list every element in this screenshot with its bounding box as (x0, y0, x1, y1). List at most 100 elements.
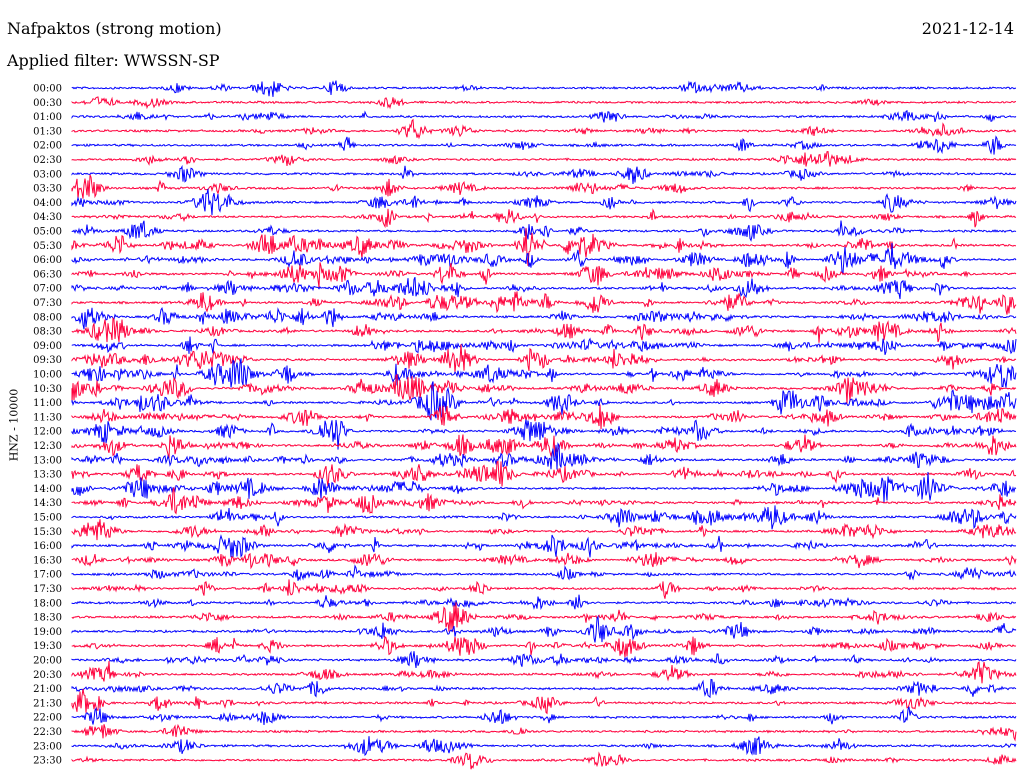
row-time-label: 12:30 (33, 441, 62, 452)
row-time-label: 20:00 (33, 656, 62, 667)
row-time-label: 03:00 (33, 169, 62, 180)
seismic-trace (71, 80, 1017, 97)
seismic-trace (71, 441, 1017, 470)
date-label: 2021-12-14 (921, 19, 1014, 38)
row-time-label: 16:30 (33, 555, 62, 566)
seismic-trace (71, 381, 1017, 421)
seismic-trace (71, 344, 1017, 373)
row-time-label: 07:00 (33, 284, 62, 295)
seismic-trace (71, 678, 1017, 699)
row-time-label: 10:30 (33, 384, 62, 395)
row-time-label: 05:30 (33, 241, 62, 252)
row-time-label: 23:30 (33, 756, 62, 767)
row-time-label: 08:00 (33, 312, 62, 323)
seismic-trace (71, 336, 1017, 355)
row-time-label: 05:00 (33, 227, 62, 238)
seismic-trace (71, 174, 1016, 200)
row-time-label: 22:30 (33, 727, 62, 738)
row-time-label: 14:00 (33, 484, 62, 495)
seismic-trace (71, 751, 1017, 770)
seismic-trace (71, 579, 1017, 599)
row-time-label: 22:00 (33, 713, 62, 724)
row-time-label: 16:00 (33, 541, 62, 552)
row-time-label: 11:30 (33, 412, 62, 423)
seismic-trace (71, 188, 1017, 216)
seismic-trace (71, 208, 1017, 229)
row-time-label: 13:30 (33, 470, 62, 481)
row-time-label: 21:00 (33, 684, 62, 695)
row-time-label: 04:00 (33, 198, 62, 209)
seismic-trace (71, 594, 1016, 611)
seismic-trace (71, 688, 1016, 715)
row-time-label: 19:30 (33, 641, 62, 652)
seismic-trace (71, 635, 1017, 658)
seismic-trace (71, 306, 1017, 330)
row-time-label: 02:30 (33, 155, 62, 166)
row-time-label: 18:00 (33, 598, 62, 609)
row-time-label: 21:30 (33, 698, 62, 709)
seismic-trace (71, 505, 1017, 530)
row-time-label: 12:00 (33, 427, 62, 438)
seismic-trace (71, 602, 1017, 632)
row-time-label: 13:00 (33, 455, 62, 466)
row-time-label: 18:30 (33, 613, 62, 624)
seismic-trace (71, 164, 1017, 185)
row-time-label: 02:00 (33, 141, 62, 152)
seismic-trace (71, 706, 1017, 726)
seismic-trace (71, 471, 1017, 503)
seismic-trace (71, 552, 1017, 570)
seismic-trace (71, 460, 1017, 487)
seismic-trace (71, 151, 1017, 167)
row-time-label: 04:30 (33, 212, 62, 223)
seismic-trace (71, 564, 1017, 581)
seismic-trace (71, 262, 1017, 288)
seismic-trace (71, 614, 1017, 643)
row-time-label: 19:00 (33, 627, 62, 638)
seismic-trace (71, 373, 1017, 404)
row-time-label: 20:30 (33, 670, 62, 681)
seismic-trace (71, 220, 1017, 242)
row-time-label: 15:30 (33, 527, 62, 538)
seismic-trace (71, 650, 1017, 668)
filter-label: Applied filter: WWSSN-SP (7, 51, 220, 70)
row-time-label: 00:30 (33, 98, 62, 109)
row-time-label: 07:30 (33, 298, 62, 309)
seismic-trace (71, 316, 1017, 343)
row-time-label: 00:00 (33, 84, 62, 95)
seismic-trace (71, 486, 1017, 515)
seismic-trace (71, 736, 1017, 757)
seismic-trace (71, 419, 1017, 450)
row-time-label: 17:30 (33, 584, 62, 595)
seismic-trace (71, 135, 1017, 155)
seismic-trace (71, 723, 1017, 742)
seismic-trace (71, 358, 1017, 388)
seismic-trace (71, 519, 1017, 541)
row-time-label: 15:00 (33, 513, 62, 524)
row-time-label: 17:00 (33, 570, 62, 581)
seismic-trace (71, 242, 1017, 275)
seismic-trace (71, 96, 1016, 110)
row-time-label: 01:30 (33, 126, 62, 137)
seismic-trace (71, 110, 1017, 123)
row-time-label: 01:00 (33, 112, 62, 123)
seismic-trace (71, 118, 1017, 140)
seismic-trace (71, 277, 1017, 300)
row-time-label: 11:00 (33, 398, 62, 409)
seismic-trace (71, 404, 1017, 430)
row-time-label: 08:30 (33, 327, 62, 338)
row-time-label: 03:30 (33, 184, 62, 195)
seismic-trace (71, 434, 1017, 459)
row-time-label: 06:30 (33, 269, 62, 280)
row-time-label: 06:00 (33, 255, 62, 266)
row-time-label: 23:00 (33, 741, 62, 752)
seismic-trace (71, 291, 1017, 315)
station-title: Nafpaktos (strong motion) (7, 19, 222, 38)
row-time-label: 09:00 (33, 341, 62, 352)
row-time-label: 09:30 (33, 355, 62, 366)
row-time-label: 14:30 (33, 498, 62, 509)
row-time-label: 10:00 (33, 370, 62, 381)
seismic-trace (71, 661, 1017, 684)
seismic-trace (71, 227, 1017, 266)
seismic-trace (71, 534, 1017, 558)
